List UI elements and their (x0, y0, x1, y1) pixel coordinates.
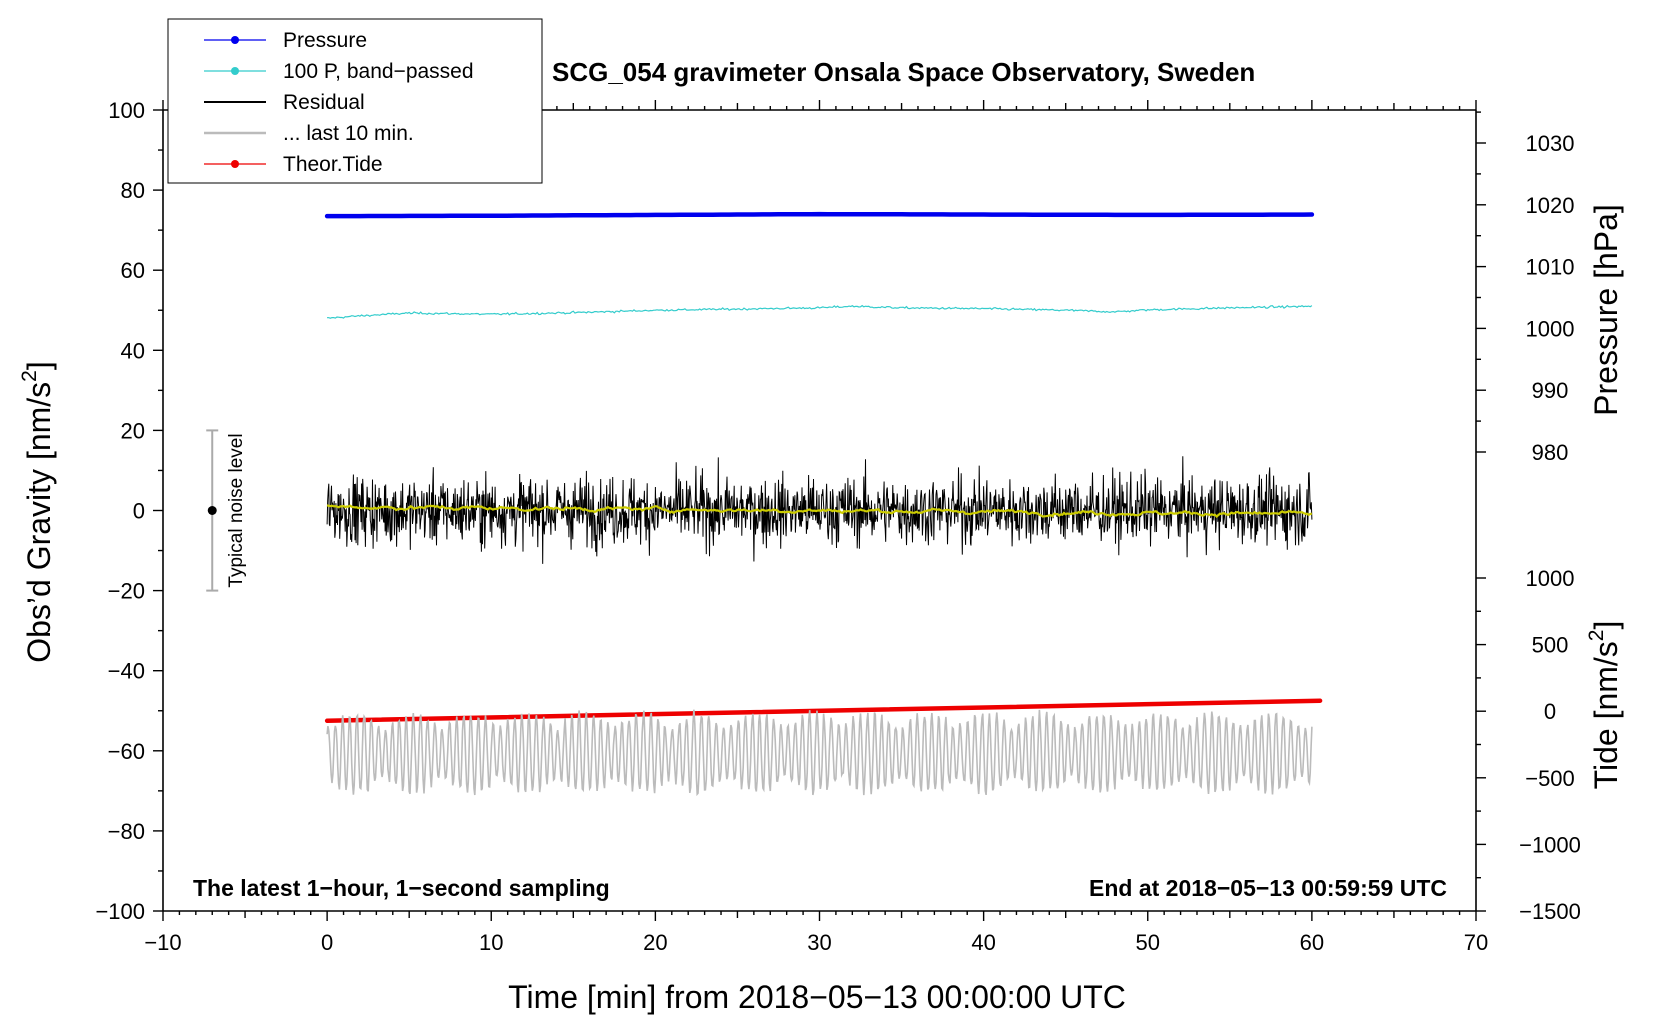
pressure-axis-label: Pressure [hPa] (1588, 204, 1624, 416)
y-tick-label: 20 (121, 418, 145, 443)
legend-label: Residual (283, 91, 365, 114)
x-tick-label: 10 (479, 930, 503, 955)
tide-tick-label: 0 (1544, 699, 1556, 724)
tide-tick-label: −1500 (1519, 899, 1581, 924)
x-tick-label: 20 (643, 930, 667, 955)
x-tick-label: 70 (1464, 930, 1488, 955)
legend-marker (231, 160, 239, 168)
tide-axis-label: Tide [nm/s2] (1585, 621, 1624, 790)
legend-label: 100 P, band−passed (283, 60, 474, 83)
series-tide-line (324, 698, 1323, 724)
series-residual-smoothed-line (326, 504, 1313, 519)
noise-bar-group: Typical noise level (206, 429, 247, 592)
pressure-tick-label: 1000 (1526, 316, 1575, 341)
annotation-left: The latest 1−hour, 1−second sampling (193, 875, 610, 901)
y-tick-label: 80 (121, 178, 145, 203)
pressure-tick-label: 980 (1532, 440, 1569, 465)
series-pressure-line (324, 211, 1315, 219)
y-tick-label: 100 (108, 98, 145, 123)
annotation-right: End at 2018−05−13 00:59:59 UTC (1089, 875, 1447, 901)
series-last10min-line (326, 709, 1313, 797)
y-tick-label: −40 (108, 659, 145, 684)
legend: Pressure 100 P, band−passed Residual ... la… (167, 18, 543, 184)
x-axis-label: Time [min] from 2018−05−13 00:00:00 UTC (508, 979, 1126, 1015)
y-axis-label: Obs’d Gravity [nm/s2] (18, 361, 57, 663)
tide-axis-label-end: ] (1588, 621, 1624, 630)
series-bandpassed-line (327, 304, 1313, 319)
tide-tick-label: −500 (1525, 766, 1575, 791)
y-tick-label: 0 (133, 499, 145, 524)
tide-axis-label-main: Tide [nm/s (1588, 641, 1624, 789)
legend-label: Theor.Tide (283, 153, 383, 176)
legend-label: ... last 10 min. (283, 122, 414, 145)
x-tick-label: 30 (807, 930, 831, 955)
x-tick-label: 0 (321, 930, 333, 955)
y-tick-label: 40 (121, 338, 145, 363)
noise-bar-center-dot (207, 506, 217, 515)
pressure-tick-label: 1010 (1526, 255, 1575, 280)
x-tick-label: 40 (971, 930, 995, 955)
series-residual-line (326, 456, 1313, 564)
legend-label: Pressure (283, 29, 367, 52)
y-tick-label: 60 (121, 258, 145, 283)
tide-axis-label-sup: 2 (1585, 630, 1608, 642)
y-tick-label: −60 (108, 739, 145, 764)
y-axis-label-end: ] (21, 361, 57, 370)
tide-tick-label: 500 (1532, 633, 1569, 658)
legend-marker (231, 67, 239, 75)
pressure-tick-label: 1030 (1526, 131, 1575, 156)
x-tick-label: 50 (1136, 930, 1160, 955)
pressure-tick-label: 990 (1532, 378, 1569, 403)
y-tick-label: −100 (95, 899, 145, 924)
y-tick-label: −20 (108, 579, 145, 604)
x-tick-label: 60 (1300, 930, 1324, 955)
legend-entries: Pressure 100 P, band−passed Residual ... la… (204, 29, 474, 176)
chart-title: SCG_054 gravimeter Onsala Space Observat… (552, 57, 1255, 87)
noise-bar-label: Typical noise level (226, 433, 247, 587)
series-layer (324, 211, 1323, 797)
pressure-tick-label: 1020 (1526, 193, 1575, 218)
tide-tick-label: −1000 (1519, 832, 1581, 857)
y-axis-label-sup: 2 (18, 370, 41, 382)
x-tick-label: −10 (144, 930, 181, 955)
tick-layer: −10 0 10 20 30 40 50 60 70−100−80−60−40−20020406… (95, 98, 1580, 955)
legend-marker (231, 36, 239, 44)
y-tick-label: −80 (108, 819, 145, 844)
y-axis-label-main: Obs’d Gravity [nm/s (21, 382, 57, 663)
tide-tick-label: 1000 (1526, 566, 1575, 591)
